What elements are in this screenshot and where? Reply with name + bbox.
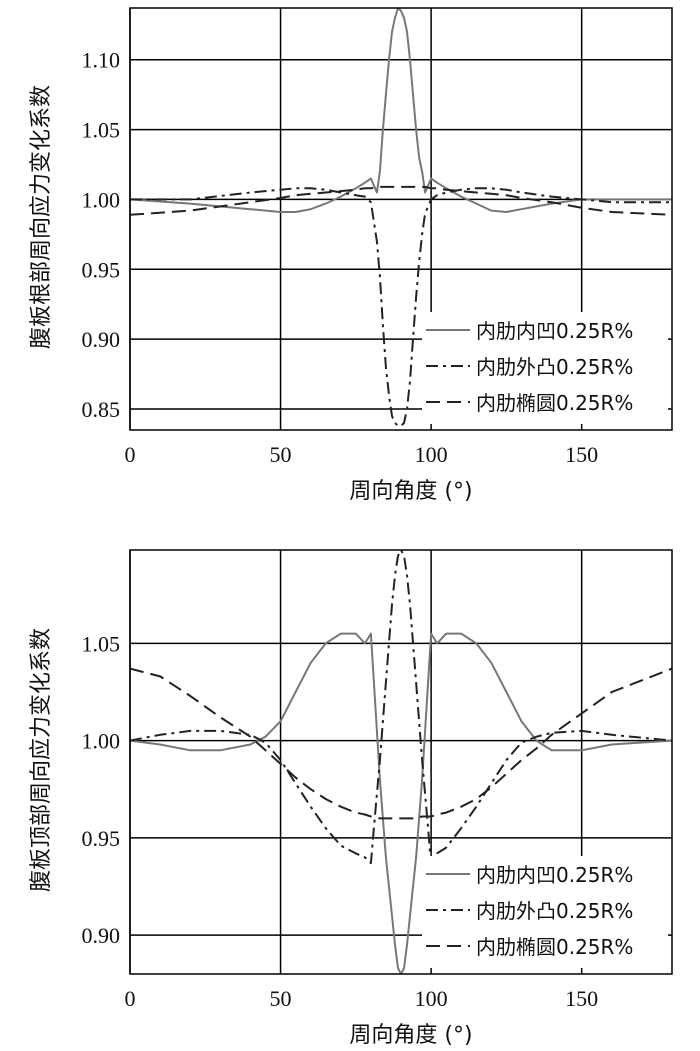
legend-label: 内肋外凸0.25R% (476, 899, 633, 923)
y-tick-label: 0.95 (82, 826, 121, 851)
series-line-2 (130, 187, 672, 427)
legend-label: 内肋内凹0.25R% (476, 863, 633, 887)
x-tick-label: 0 (125, 442, 136, 467)
plot-frame (129, 549, 673, 975)
series-line-1 (130, 8, 672, 213)
series-group (130, 550, 672, 974)
x-tick-label: 50 (270, 986, 292, 1011)
y-axis-label: 腹板根部周向应力变化系数 (29, 85, 54, 349)
series-line-3 (130, 185, 672, 216)
y-tick-label: 1.05 (82, 631, 121, 656)
legend-label: 内肋椭圆0.25R% (476, 391, 633, 415)
chart-panel-1: 0 50 100 150 0.85 0.90 0.95 1.00 1.05 1.10 内肋内凹0.2… (29, 7, 673, 504)
x-tick-label: 100 (415, 442, 448, 467)
legend-label: 内肋椭圆0.25R% (476, 935, 633, 959)
y-tick-label: 0.90 (82, 327, 121, 352)
x-tick-label: 150 (565, 442, 598, 467)
x-tick-label: 50 (270, 442, 292, 467)
y-tick-label: 0.95 (82, 257, 121, 282)
y-tick-label: 1.00 (82, 729, 121, 754)
chart-panel-2: 0 50 100 150 0.90 0.95 1.00 1.05 内肋内凹0.25R% 内肋外凸0… (29, 549, 673, 1048)
series-group (130, 8, 672, 427)
x-axis-label: 周向角度 (°) (349, 1023, 472, 1048)
y-tick-label: 1.05 (82, 118, 121, 143)
x-axis-label: 周向角度 (°) (349, 479, 472, 504)
legend: 内肋内凹0.25R% 内肋外凸0.25R% 内肋椭圆0.25R% (422, 312, 668, 424)
legend: 内肋内凹0.25R% 内肋外凸0.25R% 内肋椭圆0.25R% (422, 856, 668, 968)
legend-label: 内肋内凹0.25R% (476, 319, 633, 343)
y-axis-label: 腹板顶部周向应力变化系数 (29, 628, 54, 892)
series-line-2 (130, 550, 672, 868)
y-tick-label: 1.00 (82, 187, 121, 212)
y-tick-label: 0.90 (82, 923, 121, 948)
x-tick-label: 0 (125, 986, 136, 1011)
series-line-1 (130, 632, 672, 974)
x-tick-label: 100 (415, 986, 448, 1011)
y-tick-label: 0.85 (82, 397, 121, 422)
y-tick-label: 1.10 (82, 48, 121, 73)
series-line-3 (130, 667, 672, 820)
x-tick-label: 150 (565, 986, 598, 1011)
legend-label: 内肋外凸0.25R% (476, 355, 633, 379)
plot-frame (129, 7, 673, 431)
